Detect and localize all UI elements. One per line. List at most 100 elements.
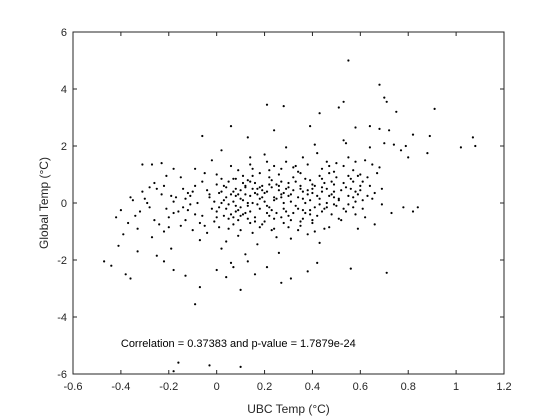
data-point — [309, 213, 311, 215]
data-point — [378, 166, 380, 168]
data-point — [316, 215, 318, 217]
data-point — [343, 208, 345, 210]
data-point — [151, 163, 153, 165]
data-point — [158, 223, 160, 225]
x-tick-label: -0.6 — [64, 381, 83, 393]
data-point — [347, 175, 349, 177]
data-point — [369, 125, 371, 127]
data-point — [280, 168, 282, 170]
data-point — [237, 209, 239, 211]
data-point — [242, 175, 244, 177]
data-point — [170, 195, 172, 197]
data-point — [237, 235, 239, 237]
x-tick-label: 0.2 — [257, 381, 272, 393]
data-point — [319, 242, 321, 244]
data-point — [256, 243, 258, 245]
data-point — [225, 186, 227, 188]
y-tick-label: 4 — [61, 84, 67, 96]
data-point — [352, 169, 354, 171]
data-point — [345, 142, 347, 144]
data-point — [388, 129, 390, 131]
data-point — [266, 266, 268, 268]
data-point — [321, 191, 323, 193]
data-point — [314, 206, 316, 208]
data-point — [149, 186, 151, 188]
data-point — [146, 202, 148, 204]
data-point — [273, 165, 275, 167]
data-point — [204, 225, 206, 227]
data-point — [307, 233, 309, 235]
data-point — [254, 273, 256, 275]
data-point — [319, 175, 321, 177]
data-point — [232, 178, 234, 180]
data-point — [254, 216, 256, 218]
data-point — [347, 195, 349, 197]
data-point — [187, 209, 189, 211]
data-point — [290, 238, 292, 240]
data-point — [240, 198, 242, 200]
data-point — [208, 193, 210, 195]
data-point — [280, 193, 282, 195]
data-point — [369, 185, 371, 187]
data-point — [249, 222, 251, 224]
data-point — [278, 173, 280, 175]
data-point — [218, 192, 220, 194]
data-point — [302, 198, 304, 200]
data-point — [266, 161, 268, 163]
data-point — [460, 146, 462, 148]
data-point — [232, 223, 234, 225]
data-point — [117, 245, 119, 247]
data-point — [252, 232, 254, 234]
data-point — [129, 196, 131, 198]
data-point — [333, 203, 335, 205]
data-point — [230, 125, 232, 127]
data-point — [110, 265, 112, 267]
data-point — [340, 189, 342, 191]
data-point — [266, 205, 268, 207]
data-point — [331, 213, 333, 215]
data-point — [252, 188, 254, 190]
data-point — [235, 205, 237, 207]
data-point — [177, 210, 179, 212]
data-point — [199, 222, 201, 224]
data-point — [354, 213, 356, 215]
data-point — [153, 182, 155, 184]
data-point — [271, 229, 273, 231]
data-point — [374, 223, 376, 225]
data-point — [218, 206, 220, 208]
data-point — [247, 179, 249, 181]
data-point — [259, 208, 261, 210]
data-point — [359, 173, 361, 175]
plot-area — [73, 32, 504, 374]
data-point — [259, 172, 261, 174]
data-point — [357, 175, 359, 177]
data-point — [280, 282, 282, 284]
data-point — [347, 156, 349, 158]
data-point — [161, 193, 163, 195]
data-point — [417, 206, 419, 208]
data-point — [173, 168, 175, 170]
data-point — [285, 210, 287, 212]
data-point — [194, 213, 196, 215]
data-point — [249, 195, 251, 197]
data-point — [340, 219, 342, 221]
data-point — [309, 125, 311, 127]
y-tick-label: -4 — [57, 312, 67, 324]
data-point — [266, 191, 268, 193]
data-point — [395, 111, 397, 113]
x-axis-label: UBC Temp (°C) — [247, 402, 330, 416]
data-point — [175, 196, 177, 198]
data-point — [283, 208, 285, 210]
data-point — [180, 176, 182, 178]
data-point — [283, 105, 285, 107]
data-point — [381, 203, 383, 205]
data-point — [273, 218, 275, 220]
data-point — [137, 250, 139, 252]
data-point — [297, 171, 299, 173]
data-point — [278, 185, 280, 187]
data-point — [323, 228, 325, 230]
data-point — [184, 198, 186, 200]
data-point — [156, 188, 158, 190]
data-point — [371, 198, 373, 200]
data-point — [196, 202, 198, 204]
